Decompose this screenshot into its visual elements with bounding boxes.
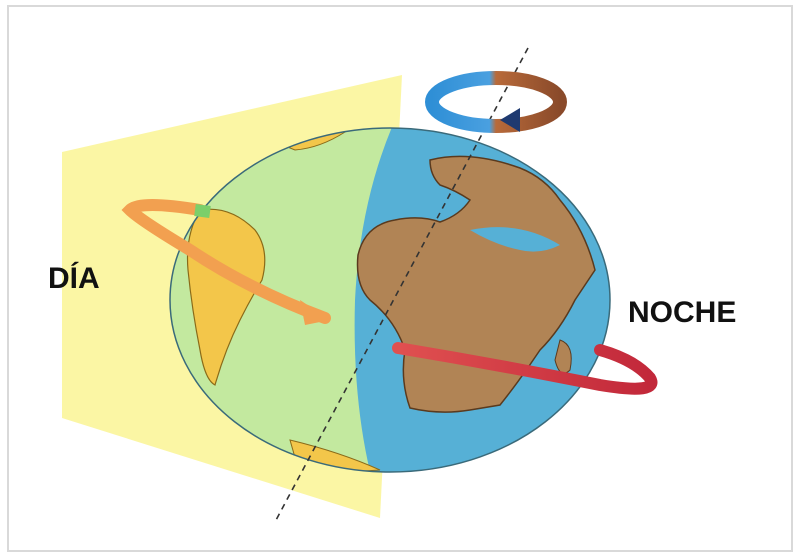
night-label: NOCHE	[628, 296, 736, 329]
globe-outline	[169, 127, 611, 473]
rotation-ring	[425, 71, 567, 133]
day-arrowhead	[300, 300, 330, 325]
day-arrow	[121, 199, 331, 324]
day-label: DÍA	[48, 261, 100, 295]
day-arrow-tip	[194, 204, 211, 218]
night-arrow	[392, 342, 658, 395]
